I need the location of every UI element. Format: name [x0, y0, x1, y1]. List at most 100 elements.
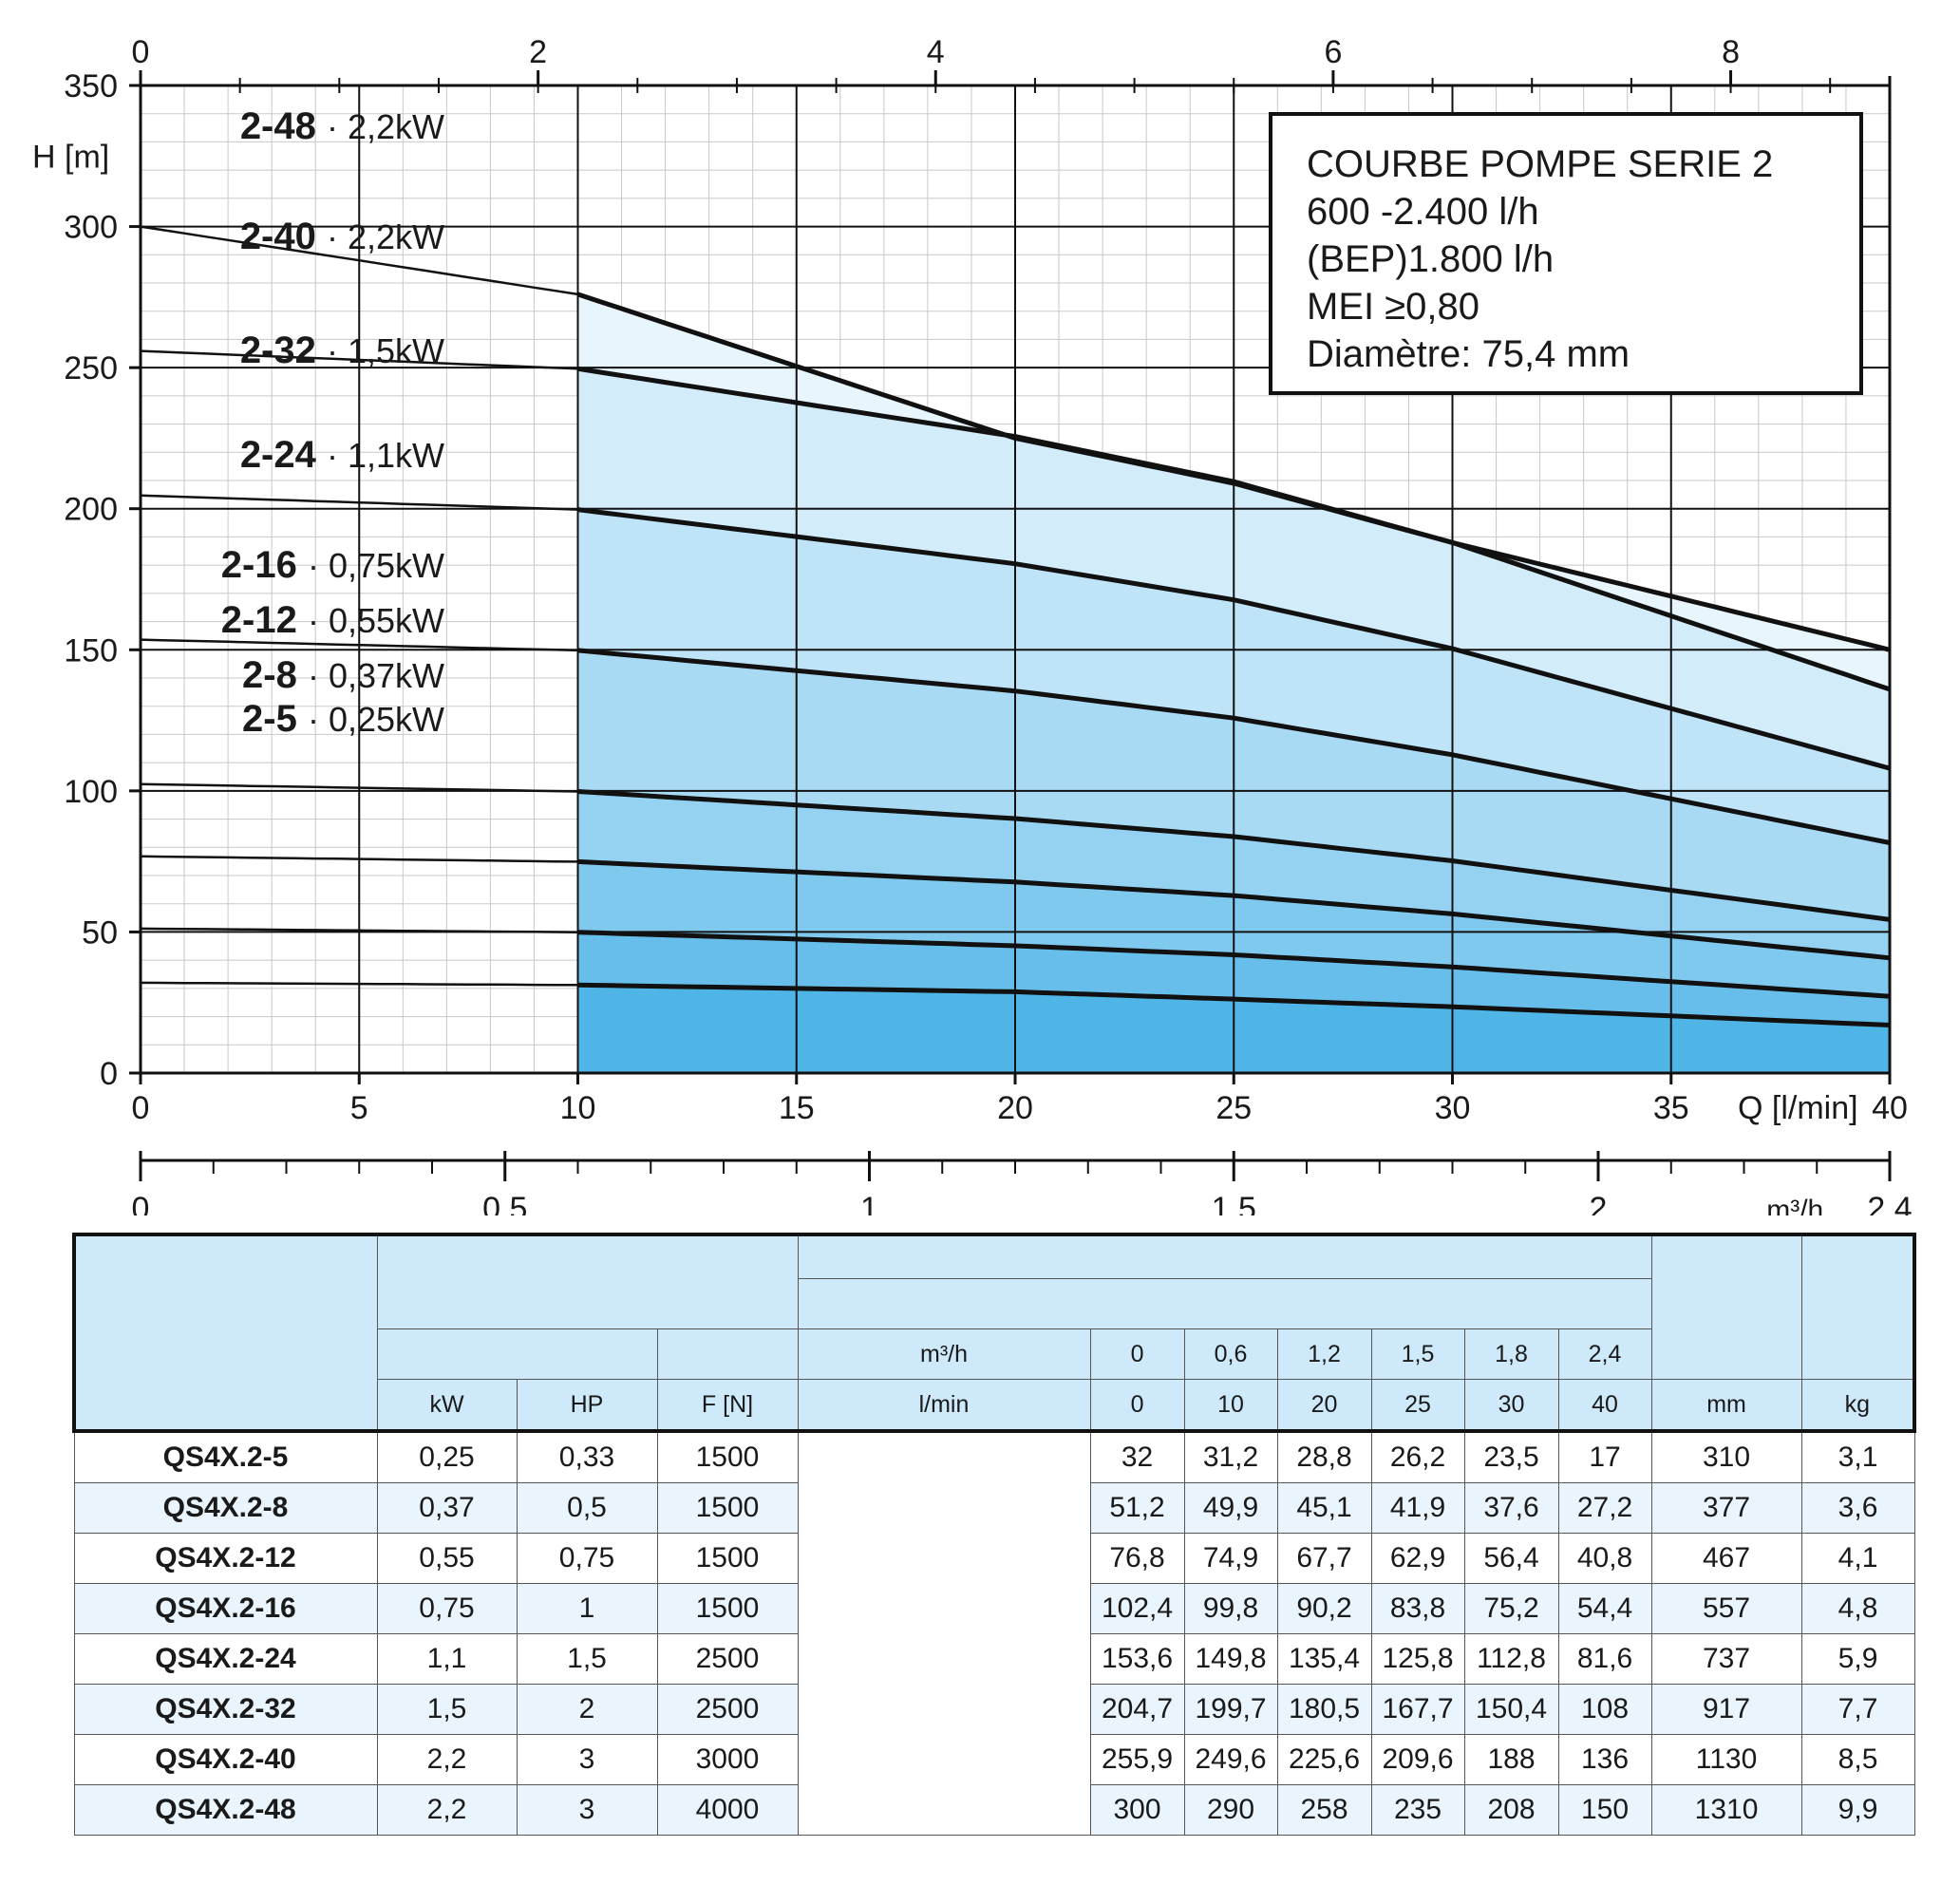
head-value-cell: 135,4	[1276, 1633, 1372, 1685]
table-row: QS4X.2-5 0,25 0,33 1500 32 31,2 28,8 26,2 23,5 17…	[73, 1430, 1915, 1836]
series-label-name: 2-24	[240, 434, 327, 476]
series-label-power: · 0,75kW	[308, 546, 444, 585]
head-value-cell: 83,8	[1370, 1583, 1465, 1634]
length-cell: 377	[1650, 1482, 1802, 1534]
head-value-cell: 27,2	[1557, 1482, 1652, 1534]
info-box-line: 600 -2.400 l/h	[1307, 191, 1539, 233]
curve-2-16-line	[577, 789, 1891, 922]
curve-2-16-line-start	[140, 782, 578, 793]
weight-cell: 4,1	[1800, 1533, 1915, 1584]
kw-cell: 0,25	[376, 1430, 518, 1483]
head-value-cell: 76,8	[1089, 1533, 1185, 1584]
curve-2-40-line-start	[140, 349, 578, 370]
force-cell: 1500	[656, 1583, 799, 1634]
series-label-power: · 0,25kW	[308, 700, 444, 739]
kw-cell: 2,2	[376, 1734, 518, 1785]
curve-2-32-line-start	[140, 494, 578, 511]
head-value-cell: 149,8	[1183, 1633, 1278, 1685]
header-model-cell	[73, 1234, 378, 1432]
model-cell: QS4X.2-48	[73, 1784, 378, 1836]
hp-cell: 0,33	[516, 1430, 658, 1483]
header-mm: mm	[1650, 1379, 1802, 1432]
header-m3h-value: 1,2	[1276, 1328, 1372, 1380]
hp-cell: 0,75	[516, 1533, 658, 1584]
curve-2-32-line	[577, 507, 1891, 771]
curve-2-40-line	[577, 366, 1891, 692]
y-tick-label: 200	[64, 492, 118, 528]
header-lmin-value: 30	[1463, 1379, 1559, 1432]
header-lmin-value: 40	[1557, 1379, 1652, 1432]
kw-cell: 0,55	[376, 1533, 518, 1584]
header-m3h-value: 2,4	[1557, 1328, 1652, 1380]
y-tick-label: 0	[100, 1056, 118, 1092]
weight-cell: 9,9	[1800, 1784, 1915, 1836]
length-cell: 1130	[1650, 1734, 1802, 1785]
series-label-power: · 1,1kW	[327, 436, 444, 475]
series-label-name: 2-12	[221, 599, 308, 641]
force-cell: 1500	[656, 1482, 799, 1534]
force-cell: 1500	[656, 1430, 799, 1483]
head-value-cell: 208	[1463, 1784, 1559, 1836]
head-value-cell: 249,6	[1183, 1734, 1278, 1785]
top-x-tick-label: 8	[1722, 34, 1740, 70]
kw-cell: 1,1	[376, 1633, 518, 1685]
header-kg: kg	[1800, 1379, 1915, 1432]
header-lmin-value: 25	[1370, 1379, 1465, 1432]
head-value-cell: 23,5	[1463, 1430, 1559, 1483]
header-power-group	[376, 1234, 799, 1329]
x-tick-label: 15	[779, 1090, 815, 1126]
y-axis-label: H [m]	[32, 139, 109, 175]
head-value-cell: 31,2	[1183, 1430, 1278, 1483]
head-value-cell: 49,9	[1183, 1482, 1278, 1534]
head-value-cell: 51,2	[1089, 1482, 1185, 1534]
series-label-name: 2-48	[240, 105, 327, 147]
head-value-cell: 32	[1089, 1430, 1185, 1483]
table-row: QS4X.2-32 1,5 2 2500 204,7 199,7 180,5 167,7 150…	[73, 1684, 1915, 1735]
weight-cell: 3,1	[1800, 1430, 1915, 1483]
header-m3h-value: 1,5	[1370, 1328, 1465, 1380]
series-label-power: · 0,37kW	[308, 656, 444, 695]
weight-cell: 4,8	[1800, 1583, 1915, 1634]
kw-cell: 0,75	[376, 1583, 518, 1634]
model-cell: QS4X.2-12	[73, 1533, 378, 1584]
header-kw: kW	[376, 1379, 518, 1432]
header-lmin-value: 0	[1089, 1379, 1185, 1432]
x-tick-label: 40	[1872, 1090, 1908, 1126]
flow-label-blank-cell	[797, 1430, 1091, 1836]
head-value-cell: 41,9	[1370, 1482, 1465, 1534]
pump-spec-table: m³/h 0 0,6 1,2 1,5 1,8 2,4 kW HP F [N] l…	[72, 1233, 1916, 1836]
x-tick-label: 30	[1435, 1090, 1471, 1126]
head-value-cell: 167,7	[1370, 1684, 1465, 1735]
header-lmin-value: 10	[1183, 1379, 1278, 1432]
series-label-name: 2-8	[242, 654, 308, 696]
table-header: m³/h 0 0,6 1,2 1,5 1,8 2,4 kW HP F [N] l…	[73, 1234, 1915, 1432]
length-cell: 737	[1650, 1633, 1802, 1685]
series-label-name: 2-16	[221, 544, 308, 586]
series-label-name: 2-32	[240, 330, 327, 371]
series-label: 2-5 · 0,25kW	[242, 698, 444, 740]
header-m3h-value: 1,8	[1463, 1328, 1559, 1380]
header-power-blank	[376, 1328, 658, 1380]
head-value-cell: 56,4	[1463, 1533, 1559, 1584]
x-tick-label: 10	[560, 1090, 596, 1126]
force-cell: 2500	[656, 1633, 799, 1685]
series-label-name: 2-40	[240, 216, 327, 257]
series-label-power: · 2,2kW	[327, 107, 444, 146]
head-value-cell: 112,8	[1463, 1633, 1559, 1685]
hp-cell: 1,5	[516, 1633, 658, 1685]
header-flow-group	[797, 1234, 1652, 1279]
curve-2-24-line-start	[140, 638, 578, 652]
y-tick-label: 50	[82, 914, 118, 951]
hp-cell: 1	[516, 1583, 658, 1634]
series-label-power: · 1,5kW	[327, 331, 444, 370]
header-force: F [N]	[656, 1379, 799, 1432]
head-value-cell: 26,2	[1370, 1430, 1465, 1483]
head-value-cell: 300	[1089, 1784, 1185, 1836]
model-cell: QS4X.2-5	[73, 1430, 378, 1483]
head-value-cell: 225,6	[1276, 1734, 1372, 1785]
head-value-cell: 125,8	[1370, 1633, 1465, 1685]
head-value-cell: 37,6	[1463, 1482, 1559, 1534]
header-length-group	[1650, 1234, 1802, 1380]
info-box-line: (BEP)1.800 l/h	[1307, 238, 1554, 280]
